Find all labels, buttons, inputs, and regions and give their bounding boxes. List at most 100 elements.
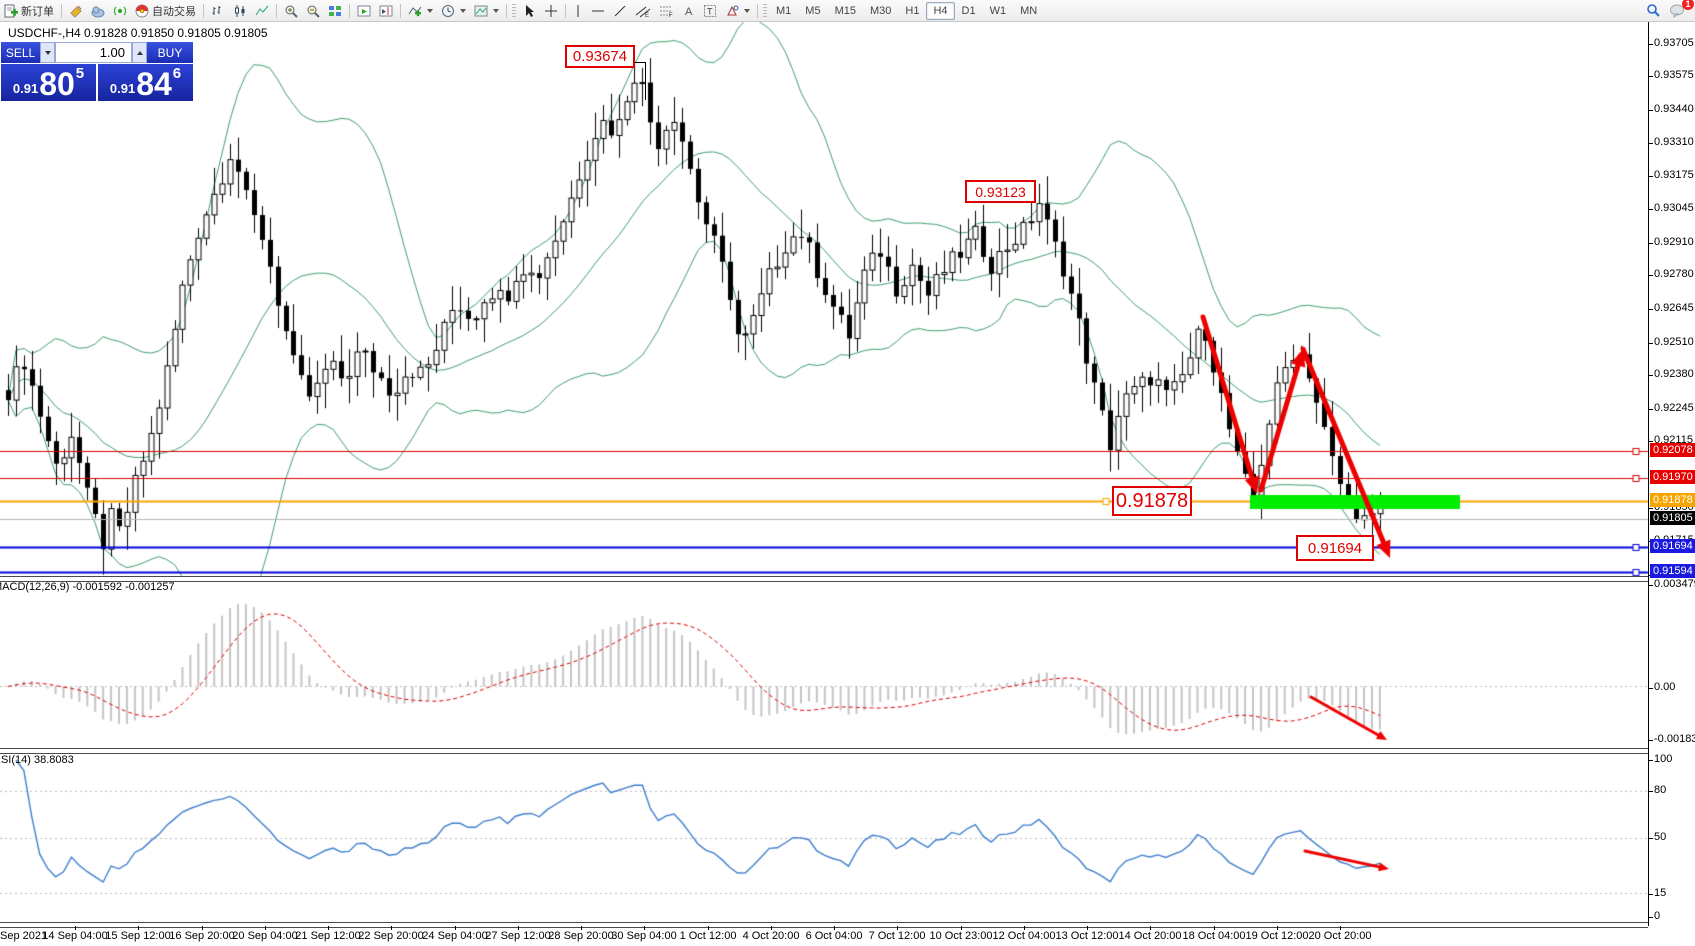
timeframe-h4[interactable]: H4	[926, 1, 955, 20]
crosshair-button[interactable]	[540, 2, 562, 20]
horizontal-line-button[interactable]	[587, 2, 609, 20]
shapes-icon	[727, 5, 739, 15]
bid-big-digits: 80	[39, 66, 75, 102]
vertical-line-button[interactable]	[569, 2, 587, 20]
tile-windows-icon	[329, 5, 341, 16]
time-axis-label: 27 Sep 12:00	[485, 930, 551, 942]
templates-button[interactable]	[470, 2, 503, 20]
time-tick	[771, 926, 772, 930]
price-tick	[1648, 176, 1653, 177]
timeframe-m30[interactable]: M30	[869, 4, 892, 17]
auto-scroll-button[interactable]	[353, 2, 375, 20]
price-annotation-box[interactable]: 0.91694	[1296, 535, 1374, 561]
price-axis-border	[1648, 22, 1649, 926]
line-chart-button[interactable]	[251, 2, 273, 20]
timeframe-mn[interactable]: MN	[1020, 4, 1038, 17]
time-axis-label: 14 Oct 20:00	[1118, 930, 1182, 942]
notification-badge: 1	[1682, 0, 1694, 10]
volume-decrease-button[interactable]	[40, 42, 55, 63]
notifications-button[interactable]: 1	[1665, 0, 1694, 20]
indicator-tick-label: 0.003479	[1654, 578, 1695, 590]
time-axis-label: 20 Oct 20:00	[1308, 930, 1372, 942]
one-click-trading-panel: SELL 1.00 BUY 0.91 80 5 0.91 84 6	[1, 42, 193, 101]
indicator-tick	[1648, 917, 1653, 918]
template-icon	[474, 5, 488, 16]
time-tick	[265, 926, 266, 930]
timeframe-m1[interactable]: M1	[776, 4, 792, 17]
time-tick	[328, 926, 329, 930]
text-label-button[interactable]: T	[699, 2, 721, 20]
text-button[interactable]: A	[679, 2, 699, 20]
time-tick	[1214, 926, 1215, 930]
price-level-tag: 0.92078	[1650, 443, 1695, 457]
shapes-button[interactable]	[721, 2, 754, 20]
dropdown-caret	[493, 8, 499, 13]
zoom-out-button[interactable]	[302, 2, 324, 20]
price-annotation-box[interactable]: 0.91878	[1112, 486, 1192, 516]
periods-button[interactable]	[437, 2, 470, 20]
zoom-out-icon	[307, 5, 320, 18]
price-tick	[1648, 343, 1653, 344]
price-tick-label: 0.92245	[1654, 402, 1694, 414]
price-annotation-box[interactable]: 0.93674	[565, 45, 635, 68]
time-tick	[644, 926, 645, 930]
toolbar-grip[interactable]	[512, 3, 516, 18]
indicators-button[interactable]	[404, 2, 437, 20]
toolbar-separator	[506, 3, 507, 18]
ask-price-display[interactable]: 0.91 84 6	[98, 64, 193, 101]
rsi-indicator-label: RSI(14) 38.8083	[0, 754, 74, 766]
autotrading-label: 自动交易	[152, 5, 196, 18]
vertical-line-icon	[577, 4, 579, 17]
time-tick	[897, 926, 898, 930]
search-button[interactable]	[1642, 2, 1665, 20]
timeframe-d1[interactable]: D1	[961, 4, 976, 17]
text-a-icon: A	[685, 6, 693, 18]
signal-icon	[114, 6, 126, 15]
rsi-timeaxis-separator[interactable]	[0, 922, 1648, 928]
zoom-in-button[interactable]	[280, 2, 302, 20]
toolbar-grip[interactable]	[763, 3, 767, 18]
trendline-button[interactable]	[609, 2, 631, 20]
sell-button[interactable]: SELL	[1, 42, 40, 63]
clear-button[interactable]	[65, 2, 87, 20]
signals-button[interactable]	[109, 2, 131, 20]
volume-input[interactable]: 1.00	[55, 42, 132, 63]
zoom-in-icon	[285, 5, 298, 18]
autotrading-button[interactable]: 自动交易	[131, 2, 200, 20]
time-axis-label: 30 Sep 04:00	[611, 930, 677, 942]
volume-increase-button[interactable]	[132, 42, 147, 63]
price-level-tag: 0.91694	[1650, 539, 1695, 553]
chart-macd-separator[interactable]	[0, 576, 1648, 582]
channel-button[interactable]: E	[631, 2, 655, 20]
candlestick-chart-button[interactable]	[229, 2, 251, 20]
indicator-tick-label: 100	[1654, 753, 1673, 765]
price-tick	[1648, 44, 1653, 45]
tile-windows-button[interactable]	[324, 2, 346, 20]
cursor-button[interactable]	[518, 2, 540, 20]
time-axis-label: 14 Sep 04:00	[42, 930, 108, 942]
price-annotation-box[interactable]: 0.93123	[965, 180, 1036, 203]
fibonacci-button[interactable]: F	[655, 2, 679, 20]
timeframe-w1[interactable]: W1	[989, 4, 1007, 17]
indicator-tick-label: 80	[1654, 784, 1667, 796]
cloud-button[interactable]	[87, 2, 109, 20]
indicator-tick	[1648, 740, 1653, 741]
time-axis-label: 6 Oct 04:00	[805, 930, 863, 942]
price-tick-label: 0.93575	[1654, 69, 1694, 81]
buy-button[interactable]: BUY	[147, 42, 193, 63]
toolbar: 新订单 自动交易 E F A T	[0, 0, 1695, 22]
indicator-tick	[1648, 838, 1653, 839]
macd-rsi-separator[interactable]	[0, 748, 1648, 754]
new-order-button[interactable]: 新订单	[0, 2, 58, 20]
timeframe-h1[interactable]: H1	[905, 4, 920, 17]
timeframe-m5[interactable]: M5	[805, 4, 821, 17]
time-axis-label: 16 Sep 20:00	[169, 930, 235, 942]
timeframe-m15[interactable]: M15	[834, 4, 856, 17]
bid-price-display[interactable]: 0.91 80 5	[1, 64, 96, 101]
symbol-ohlc-line: USDCHF-,H4 0.91828 0.91850 0.91805 0.918…	[8, 26, 268, 40]
bar-chart-button[interactable]	[207, 2, 229, 20]
chart-shift-button[interactable]	[375, 2, 397, 20]
indicator-tick-label: -0.001833	[1654, 733, 1695, 745]
